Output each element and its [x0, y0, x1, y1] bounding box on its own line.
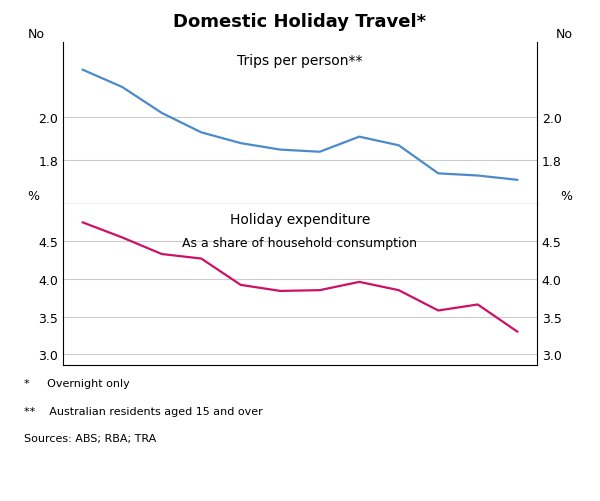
Text: No: No [28, 28, 44, 41]
Text: Sources: ABS; RBA; TRA: Sources: ABS; RBA; TRA [24, 433, 156, 443]
Text: Holiday expenditure: Holiday expenditure [230, 212, 370, 226]
Text: %: % [28, 189, 40, 202]
Text: Domestic Holiday Travel*: Domestic Holiday Travel* [173, 13, 427, 31]
Text: Trips per person**: Trips per person** [237, 54, 363, 68]
Text: *     Overnight only: * Overnight only [24, 378, 130, 388]
Text: %: % [560, 189, 572, 202]
Text: No: No [556, 28, 572, 41]
Text: As a share of household consumption: As a share of household consumption [182, 236, 418, 249]
Text: **    Australian residents aged 15 and over: ** Australian residents aged 15 and over [24, 406, 263, 416]
